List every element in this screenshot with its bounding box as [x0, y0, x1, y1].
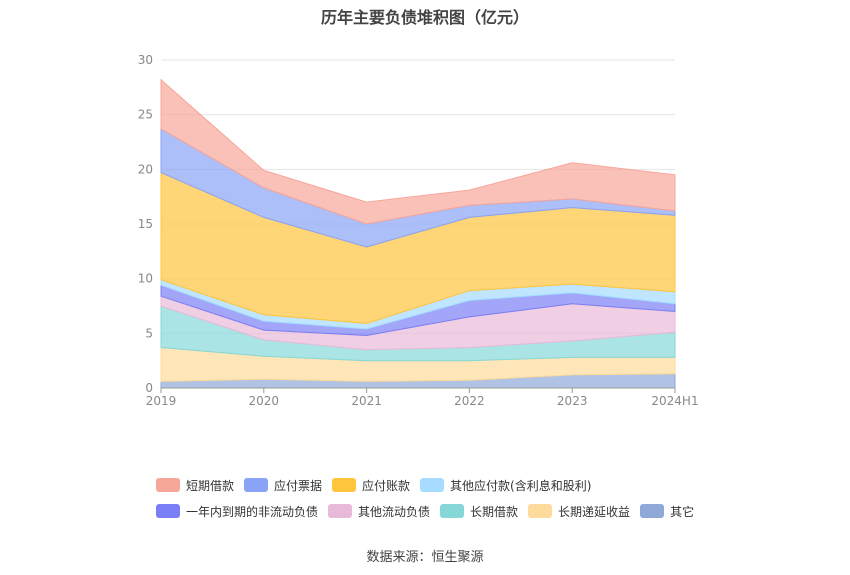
chart-title: 历年主要负债堆积图（亿元） — [320, 8, 529, 27]
legend-item-deferred-income[interactable]: 长期递延收益 — [528, 503, 630, 520]
legend-item-long-term-loan[interactable]: 长期借款 — [440, 503, 518, 520]
legend-swatch — [332, 478, 357, 492]
legend-item-current-portion-noncurrent[interactable]: 一年内到期的非流动负债 — [156, 503, 318, 520]
legend-label: 应付票据 — [274, 478, 323, 493]
legend-label: 长期递延收益 — [558, 504, 631, 519]
y-tick-label: 0 — [145, 381, 153, 395]
legend-item-other-current-liabilities[interactable]: 其他流动负债 — [328, 503, 430, 520]
legend: 短期借款 应付票据 应付账款 其他应付款(含利息和股利) 一年内到期的非流动负债… — [156, 472, 716, 524]
legend-row-1: 短期借款 应付票据 应付账款 其他应付款(含利息和股利) — [156, 472, 716, 498]
legend-swatch — [156, 478, 180, 492]
legend-label: 其他应付款(含利息和股利) — [450, 478, 592, 493]
y-tick-label: 15 — [138, 217, 153, 231]
x-tick-label: 2021 — [351, 394, 382, 408]
legend-label: 其它 — [670, 504, 695, 519]
x-tick-label: 2023 — [557, 394, 588, 408]
legend-label: 短期借款 — [186, 478, 235, 493]
x-tick-label: 2020 — [249, 394, 280, 408]
legend-swatch — [244, 478, 269, 492]
area-series-短期借款 — [160, 78, 676, 225]
data-source: 数据来源：恒生聚源 — [366, 550, 484, 565]
legend-swatch — [156, 504, 180, 518]
legend-item-accounts-payable[interactable]: 应付账款 — [332, 477, 410, 494]
y-tick-label: 20 — [138, 162, 153, 176]
legend-row-2: 一年内到期的非流动负债 其他流动负债 长期借款 长期递延收益 其它 — [156, 498, 716, 524]
legend-label: 长期借款 — [470, 504, 519, 519]
x-tick-label: 2024H1 — [651, 394, 698, 408]
legend-swatch — [528, 504, 553, 518]
legend-swatch — [440, 504, 465, 518]
x-tick-label: 2019 — [146, 394, 177, 408]
x-tick-label: 2022 — [454, 394, 485, 408]
y-tick-label: 30 — [138, 53, 153, 67]
axes: 0 5 10 15 20 25 30 2019 2020 2021 2022 2023 2024H1 — [138, 53, 699, 408]
legend-label: 一年内到期的非流动负债 — [186, 504, 319, 519]
y-tick-label: 10 — [138, 272, 153, 286]
legend-swatch — [640, 504, 665, 518]
legend-label: 其他流动负债 — [358, 504, 431, 519]
area-series — [160, 78, 676, 389]
legend-item-other[interactable]: 其它 — [640, 503, 694, 520]
legend-item-other-payables[interactable]: 其他应付款(含利息和股利) — [420, 477, 591, 494]
legend-label: 应付账款 — [362, 478, 411, 493]
y-tick-label: 5 — [145, 326, 153, 340]
legend-item-short-term-loan[interactable]: 短期借款 — [156, 477, 234, 494]
legend-swatch — [420, 478, 445, 492]
y-tick-label: 25 — [138, 108, 153, 122]
legend-item-notes-payable[interactable]: 应付票据 — [244, 477, 322, 494]
legend-swatch — [328, 504, 353, 518]
